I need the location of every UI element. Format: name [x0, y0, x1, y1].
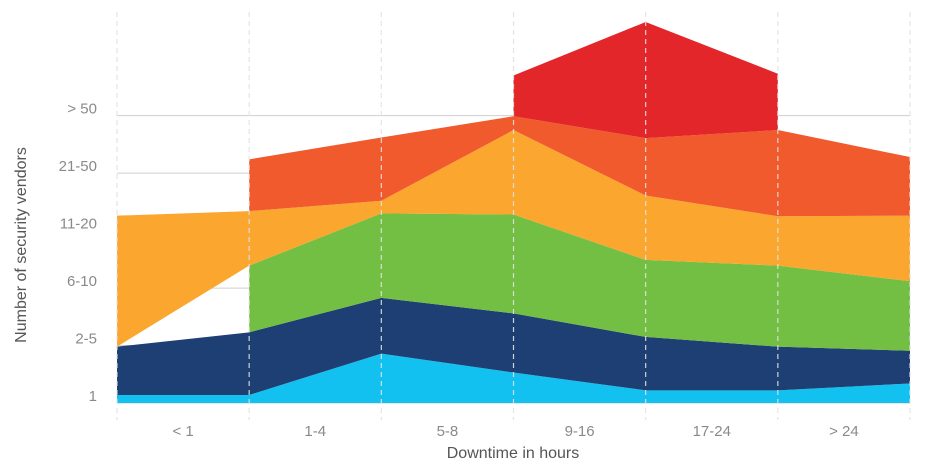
x-tick-label: 5-8 — [437, 423, 459, 440]
area — [513, 22, 778, 139]
y-tick-label: 11-20 — [60, 216, 97, 233]
y-tick-label: 2-5 — [75, 331, 97, 348]
area — [249, 213, 910, 351]
y-axis-title: Number of security vendors — [13, 147, 30, 343]
x-tick-label: < 1 — [172, 423, 193, 440]
x-tick-label: 17-24 — [693, 423, 731, 440]
area — [117, 130, 910, 347]
y-tick-label: 21-50 — [59, 158, 97, 175]
y-tick-label: 6-10 — [67, 273, 97, 290]
y-tick-label: 1 — [89, 388, 97, 405]
y-tick-label: > 50 — [67, 101, 97, 118]
area — [117, 353, 910, 403]
x-tick-label: > 24 — [829, 423, 859, 440]
x-axis-title: Downtime in hours — [447, 445, 580, 462]
x-tick-label: 1-4 — [304, 423, 326, 440]
x-tick-label: 9-16 — [565, 423, 595, 440]
area — [249, 116, 910, 217]
